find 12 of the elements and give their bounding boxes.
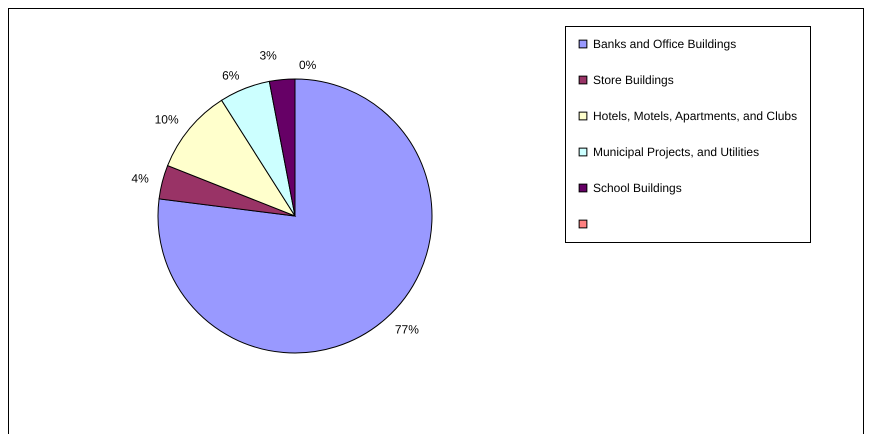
- legend-label: Municipal Projects, and Utilities: [593, 145, 760, 159]
- data-label: 10%: [154, 112, 179, 127]
- legend-label: Banks and Office Buildings: [593, 37, 736, 51]
- data-label: 3%: [259, 48, 278, 63]
- text: 0%: [299, 58, 316, 72]
- data-label: 77%: [394, 322, 420, 336]
- data-label: 6%: [222, 68, 240, 83]
- pie-slice: [158, 78, 432, 354]
- legend-label: Store Buildings: [593, 73, 674, 87]
- legend-label: School Buildings: [593, 181, 682, 195]
- data-label: 4%: [131, 171, 150, 186]
- legend-label: Hotels, Motels, Apartments, and Clubs: [593, 109, 798, 123]
